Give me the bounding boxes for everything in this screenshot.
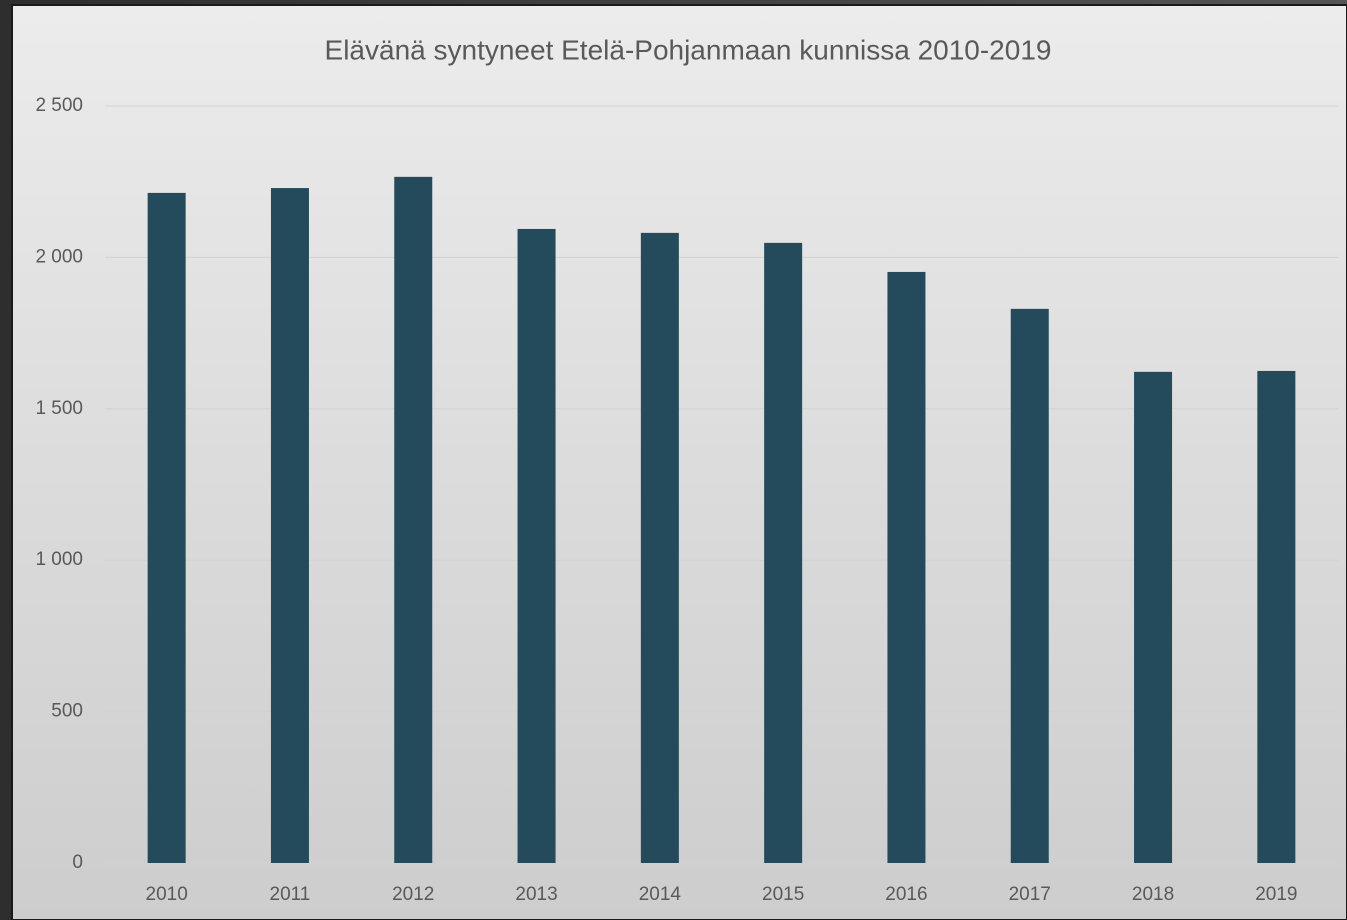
bar <box>518 229 556 863</box>
y-tick-label: 2 500 <box>35 95 83 116</box>
y-tick-label: 500 <box>51 701 83 722</box>
x-tick-label: 2014 <box>639 884 682 905</box>
bar <box>271 188 309 863</box>
x-tick-label: 2019 <box>1255 884 1297 905</box>
x-tick-label: 2011 <box>270 884 311 905</box>
bar <box>1257 371 1295 863</box>
bar <box>764 243 802 863</box>
bar <box>641 233 679 863</box>
page: {"chart_data": {"type": "bar", "title": … <box>0 0 1347 920</box>
bar <box>1134 372 1172 863</box>
bar <box>148 193 186 863</box>
x-tick-label: 2012 <box>392 884 434 905</box>
x-tick-label: 2010 <box>146 884 188 905</box>
x-tick-label: 2018 <box>1132 884 1174 905</box>
bar <box>394 177 432 863</box>
x-tick-label: 2013 <box>515 884 557 905</box>
x-tick-label: 2015 <box>762 884 804 905</box>
y-tick-label: 0 <box>72 852 83 873</box>
y-tick-label: 1 500 <box>35 398 83 419</box>
chart: Elävänä syntyneet Etelä-Pohjanmaan kunni… <box>0 0 1347 920</box>
y-tick-label: 1 000 <box>35 549 83 570</box>
x-tick-label: 2016 <box>885 884 927 905</box>
chart-title: Elävänä syntyneet Etelä-Pohjanmaan kunni… <box>325 34 1052 65</box>
x-tick-label: 2017 <box>1009 884 1051 905</box>
bar <box>887 272 925 863</box>
bar <box>1011 309 1049 863</box>
y-tick-label: 2 000 <box>35 246 83 267</box>
